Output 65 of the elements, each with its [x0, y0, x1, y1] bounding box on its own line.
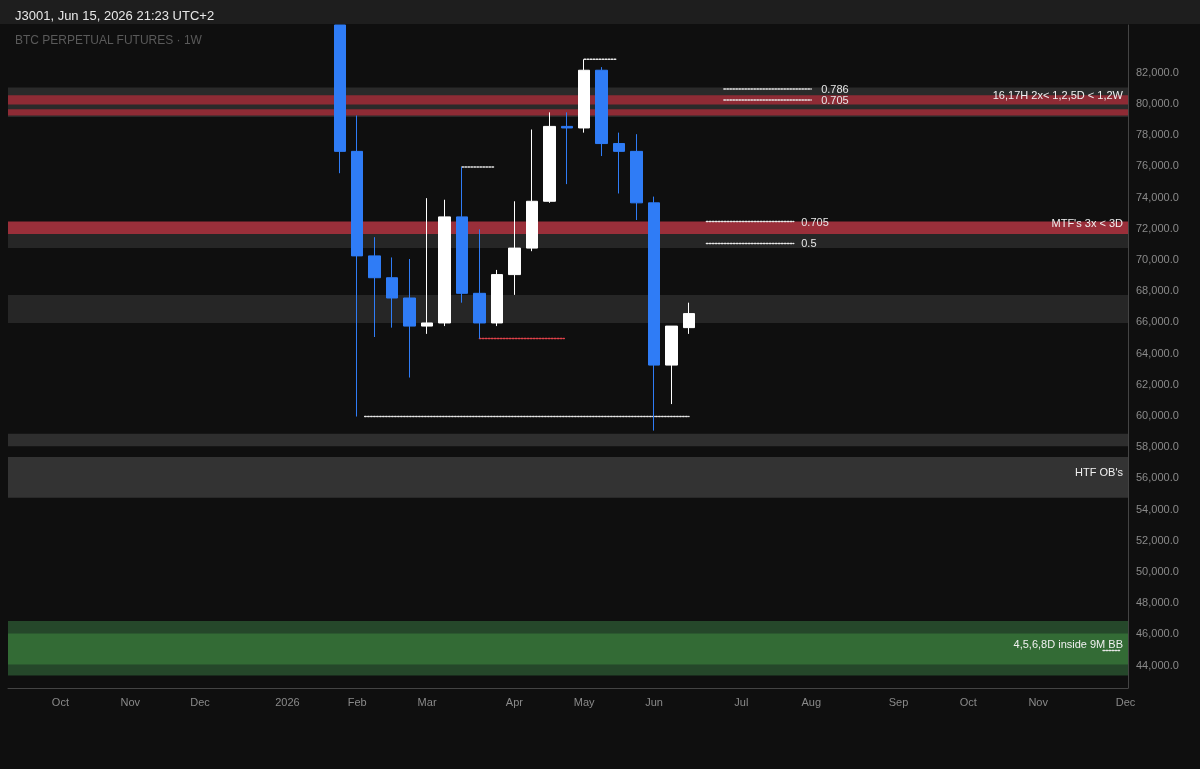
- x-tick-label: Oct: [51, 695, 69, 708]
- x-tick-label: Nov: [1028, 695, 1049, 708]
- y-tick-label: 68,000.0: [1136, 284, 1179, 297]
- y-tick-label: 80,000.0: [1136, 97, 1179, 109]
- candlestick: [526, 129, 538, 252]
- candlestick: [386, 256, 398, 329]
- y-tick-label: 64,000.0: [1136, 346, 1179, 359]
- y-tick-label: 72,000.0: [1136, 221, 1179, 234]
- x-tick-label: Mar: [417, 695, 437, 708]
- candlestick: [561, 111, 573, 185]
- band-label: 4,5,6,8D inside 9M BB: [1013, 638, 1123, 650]
- y-tick-label: 78,000.0: [1136, 128, 1179, 141]
- y-tick-label: 66,000.0: [1136, 315, 1179, 328]
- x-tick-label: Sep: [888, 695, 909, 708]
- candlestick: [543, 111, 556, 204]
- y-tick-label: 52,000.0: [1136, 533, 1179, 546]
- candlestick: [595, 66, 608, 157]
- candlestick: [351, 114, 363, 418]
- y-tick-label: 48,000.0: [1136, 596, 1179, 609]
- y-tick-label: 44,000.0: [1136, 658, 1179, 671]
- x-tick-label: Dec: [190, 695, 211, 708]
- candlestick: [648, 196, 660, 432]
- annotation: 0.705: [821, 93, 849, 106]
- x-tick-label: Jul: [734, 695, 749, 708]
- candlestick: [368, 236, 381, 338]
- candlestick: [456, 166, 468, 304]
- annotation: 0.705: [801, 215, 829, 228]
- annotation: 0.5: [801, 237, 817, 250]
- candlestick: [438, 199, 451, 327]
- candlestick: [508, 200, 521, 296]
- candlestick: [578, 58, 590, 134]
- x-tick-label: Oct: [959, 695, 977, 708]
- x-tick-label: Nov: [120, 695, 141, 708]
- candlestick: [491, 269, 503, 327]
- x-tick-label: Jun: [645, 695, 663, 708]
- candlestick: [613, 132, 625, 194]
- y-tick-label: 74,000.0: [1136, 190, 1179, 203]
- y-tick-label: 58,000.0: [1136, 440, 1179, 453]
- candlestick: [630, 133, 643, 221]
- y-tick-label: 62,000.0: [1136, 377, 1179, 390]
- candlestick: [334, 24, 346, 174]
- band-label: HTF OB's: [1075, 466, 1124, 479]
- x-tick-label: Feb: [347, 695, 367, 708]
- y-tick-label: 70,000.0: [1136, 253, 1179, 265]
- x-tick-label: 2026: [275, 695, 300, 708]
- annotation: 0.786: [821, 82, 849, 95]
- y-tick-label: 56,000.0: [1136, 471, 1179, 484]
- candlestick: [665, 325, 678, 405]
- y-tick-label: 76,000.0: [1136, 159, 1179, 172]
- candlestick: [683, 302, 695, 335]
- x-tick-label: Aug: [801, 695, 821, 708]
- text: BTC PERPETUAL FUTURES · 1W: [15, 33, 203, 47]
- candlestick: [473, 228, 486, 340]
- candlestick: [403, 258, 416, 379]
- candlestick: [421, 197, 433, 335]
- y-tick-label: 82,000.0: [1136, 65, 1179, 78]
- x-tick-label: Dec: [1115, 695, 1136, 708]
- y-tick-label: 50,000.0: [1136, 565, 1179, 577]
- band-label: 16,17H 2x< 1,2,5D < 1,2W: [992, 88, 1124, 101]
- y-tick-label: 60,000.0: [1136, 409, 1179, 421]
- x-tick-label: Apr: [505, 695, 524, 708]
- chart-title: J3001, Jun 15, 2026 21:23 UTC+2: [15, 8, 215, 23]
- y-tick-label: 46,000.0: [1136, 627, 1179, 640]
- x-tick-label: May: [573, 695, 596, 708]
- y-tick-label: 54,000.0: [1136, 502, 1179, 515]
